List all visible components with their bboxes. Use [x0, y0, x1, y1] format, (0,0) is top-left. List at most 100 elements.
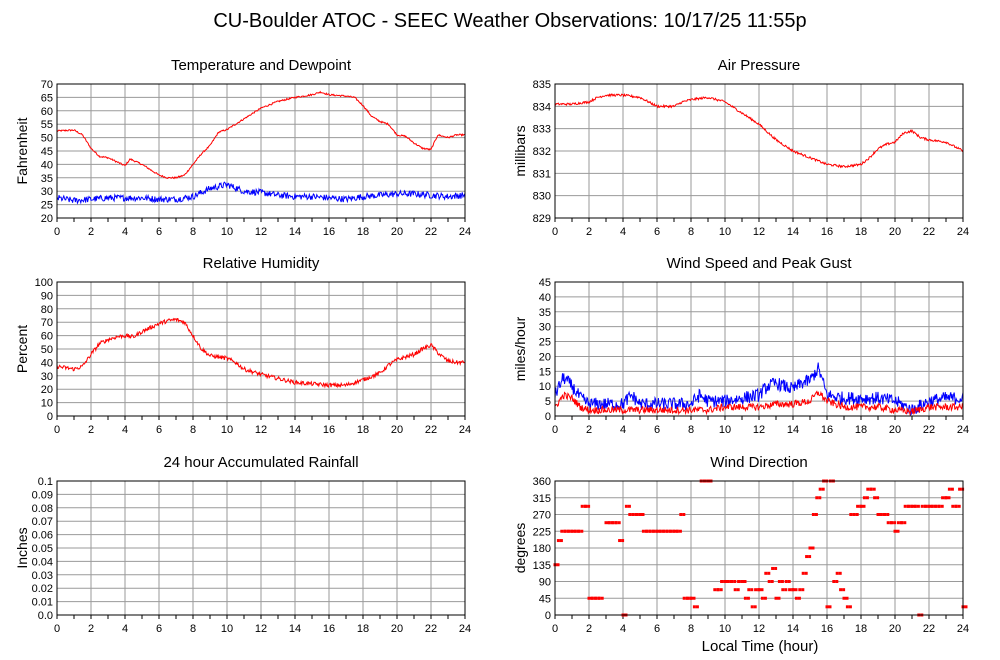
plot-frame [554, 83, 964, 219]
data-point [635, 513, 639, 516]
data-point [770, 580, 774, 583]
x-tick-label: 14 [787, 623, 799, 635]
x-tick-label: 18 [855, 424, 867, 436]
data-point [750, 605, 754, 609]
x-tick-label: 2 [88, 623, 94, 635]
data-point [563, 529, 567, 533]
series-line [56, 181, 466, 205]
data-point [886, 521, 890, 525]
x-tick-label: 20 [889, 226, 901, 238]
data-point [774, 566, 778, 570]
data-point [648, 529, 652, 533]
x-tick-label: 18 [357, 424, 369, 436]
y-tick-label: 0 [47, 411, 53, 423]
data-point [794, 596, 798, 600]
data-point [801, 588, 805, 592]
data-point [736, 588, 740, 592]
data-point [797, 596, 801, 600]
series-line [554, 362, 964, 417]
chart-title: 24 hour Accumulated Rainfall [163, 454, 358, 471]
x-tick-label: 24 [459, 226, 471, 238]
y-tick-label: 90 [539, 577, 551, 589]
data-point [842, 596, 846, 600]
data-point [924, 504, 928, 508]
y-axis-label: degrees [512, 523, 528, 574]
data-point [570, 529, 574, 533]
x-tick-label: 6 [156, 226, 162, 238]
data-point [791, 588, 795, 592]
data-point [958, 487, 962, 491]
data-point [614, 521, 618, 525]
data-point [811, 513, 815, 516]
data-point [675, 529, 679, 533]
x-tick-label: 14 [787, 226, 799, 238]
data-point [716, 588, 720, 592]
chart-title: Temperature and Dewpoint [171, 57, 352, 74]
y-axis-label: Inches [14, 527, 30, 568]
x-tick-label: 0 [552, 623, 558, 635]
x-tick-label: 14 [289, 226, 301, 238]
x-tick-label: 24 [459, 424, 471, 436]
data-point [937, 504, 941, 508]
x-tick-label: 6 [654, 424, 660, 436]
data-point [665, 529, 669, 533]
data-point [777, 580, 781, 583]
data-point [916, 504, 920, 508]
data-point [893, 529, 897, 533]
y-tick-label: 45 [41, 146, 53, 158]
data-point [607, 521, 611, 525]
x-tick-label: 10 [221, 424, 233, 436]
y-tick-label: 50 [41, 344, 53, 356]
data-point [801, 571, 805, 575]
data-point [780, 580, 784, 583]
x-tick-label: 14 [787, 424, 799, 436]
data-point [849, 513, 853, 516]
data-point [798, 588, 802, 592]
x-tick-label: 0 [552, 424, 558, 436]
y-tick-label: 0.1 [38, 476, 53, 488]
x-tick-label: 16 [323, 226, 335, 238]
data-point [645, 529, 649, 533]
data-point [941, 496, 945, 500]
data-point [655, 529, 659, 533]
chart-title: Wind Speed and Peak Gust [666, 255, 852, 272]
y-tick-label: 0.04 [32, 556, 53, 568]
x-tick-label: 10 [719, 623, 731, 635]
data-point [886, 513, 890, 516]
data-point [876, 513, 880, 516]
y-tick-label: 90 [41, 290, 53, 302]
data-point [794, 588, 798, 592]
data-point [950, 487, 954, 491]
data-point [913, 504, 917, 508]
data-point [865, 496, 869, 500]
x-tick-label: 22 [923, 226, 935, 238]
data-point [737, 580, 741, 583]
x-tick-label: 22 [425, 226, 437, 238]
y-tick-label: 830 [533, 191, 551, 203]
data-point [624, 504, 628, 508]
data-point [818, 487, 822, 491]
data-point [862, 496, 866, 500]
x-tick-label: 16 [821, 226, 833, 238]
data-point [750, 588, 754, 592]
data-point [618, 539, 622, 543]
data-point [747, 588, 751, 592]
y-tick-label: 315 [533, 493, 551, 505]
data-point [753, 605, 757, 609]
y-tick-label: 834 [533, 101, 551, 113]
data-point [787, 580, 791, 583]
y-tick-label: 70 [41, 317, 53, 329]
x-tick-label: 12 [753, 623, 765, 635]
data-point [869, 487, 873, 491]
data-point [617, 521, 621, 525]
y-tick-label: 100 [35, 277, 53, 289]
plot-frame [554, 480, 964, 616]
data-point [954, 504, 958, 508]
data-point [556, 539, 560, 543]
x-tick-label: 4 [620, 226, 626, 238]
x-tick-label: 8 [688, 623, 694, 635]
x-tick-label: 6 [654, 226, 660, 238]
data-point [760, 596, 764, 600]
data-point [920, 504, 924, 508]
x-tick-label: 6 [156, 424, 162, 436]
